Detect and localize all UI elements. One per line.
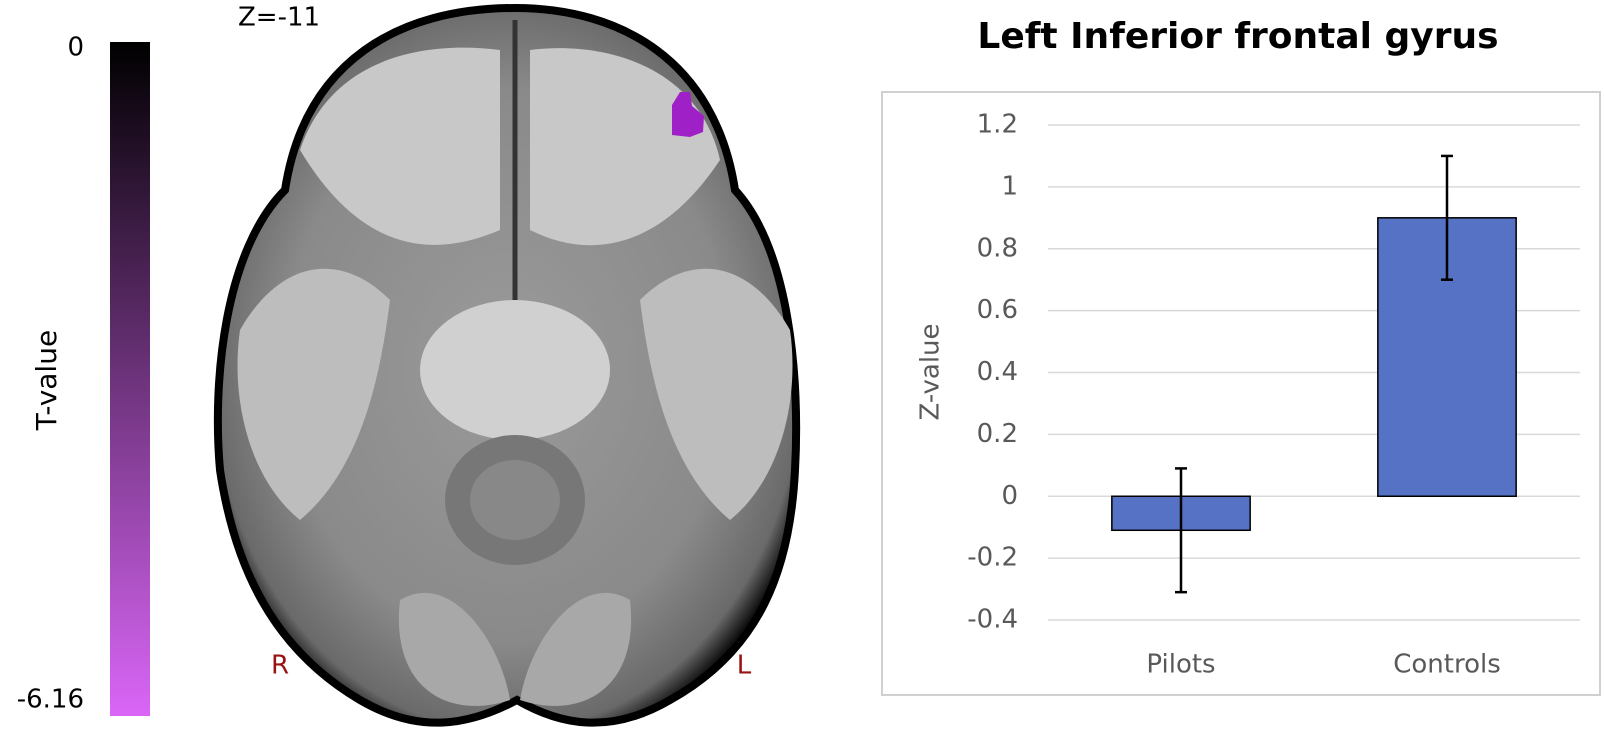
colorbar-title: T-value — [30, 330, 63, 431]
colorbar-ticks: 0 -6.16 — [17, 33, 84, 715]
colorbar-tick-label: 0 — [67, 33, 84, 63]
y-axis-label: Z-value — [916, 323, 946, 420]
y-tick-label: 1 — [1001, 171, 1018, 201]
error-bar — [1441, 154, 1453, 281]
slice-label: Z=-11 — [238, 3, 320, 33]
y-tick-label: 0.6 — [977, 295, 1018, 325]
hemisphere-label: L — [737, 651, 752, 681]
plot: -0.4 -0.2 0 0.2 0.4 0.6 0.8 1 1.2 Pilots Controls — [967, 110, 1580, 680]
x-tick-label: Pilots — [1146, 650, 1215, 680]
y-tick-label: -0.2 — [967, 543, 1018, 573]
colorbar-tick-label: -6.16 — [17, 685, 84, 715]
y-tick-label: 0.2 — [977, 419, 1018, 449]
y-tick-label: 0 — [1001, 481, 1018, 511]
error-bar — [1175, 467, 1187, 594]
y-tick-label: 1.2 — [977, 110, 1018, 140]
chart-title: Left Inferior frontal gyrus — [977, 16, 1498, 57]
y-tick-label: -0.4 — [967, 605, 1018, 635]
y-tick-label: 0.8 — [977, 233, 1018, 263]
cluster — [672, 92, 704, 137]
brain-slice — [213, 3, 801, 727]
x-tick-label: Controls — [1393, 650, 1501, 680]
hemisphere-label: R — [271, 651, 289, 681]
y-tick-label: 0.4 — [977, 357, 1018, 387]
colorbar — [110, 42, 150, 716]
